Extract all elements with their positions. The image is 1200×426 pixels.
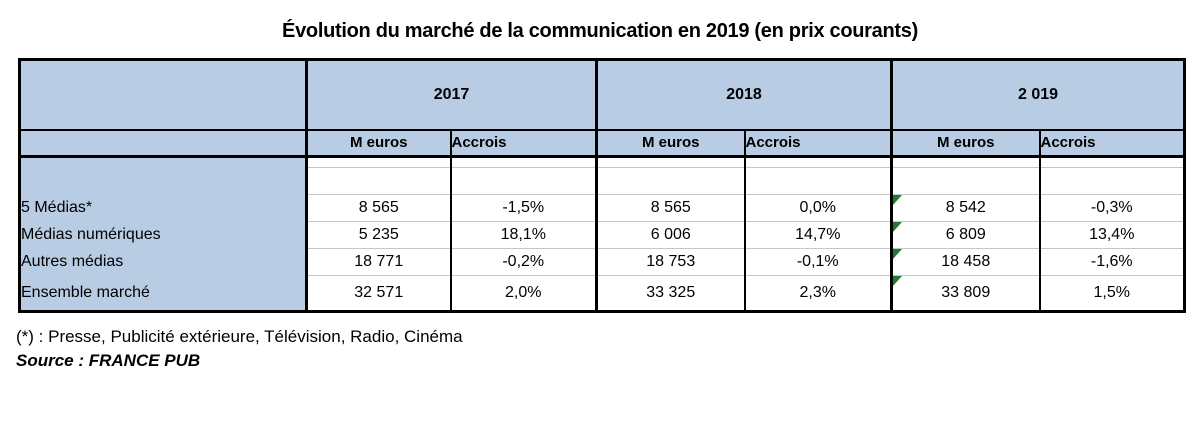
empty-row — [19, 167, 1185, 195]
market-evolution-table: 2017 2018 2 019 M euros Accrois M euros … — [18, 58, 1187, 313]
subheader-corner-cell — [19, 129, 307, 158]
value-meuros-2019: 6 809 — [890, 221, 1040, 249]
empty-cell — [305, 167, 451, 195]
value-accrois-2017: -1,5% — [449, 194, 597, 222]
empty-cell — [890, 167, 1040, 195]
value-meuros-2018: 33 325 — [595, 275, 745, 312]
row-label: Ensemble marché — [19, 275, 307, 312]
value-accrois-2018: 2,3% — [743, 275, 892, 312]
value-meuros-2019: 8 542 — [890, 194, 1040, 222]
footnote: (*) : Presse, Publicité extérieure, Télé… — [16, 327, 463, 346]
value-meuros-2017: 5 235 — [305, 221, 451, 249]
empty-row — [19, 156, 1185, 168]
value-accrois-2017: 2,0% — [449, 275, 597, 312]
table-row-5-medias: 5 Médias* 8 565 -1,5% 8 565 0,0% 8 542 -… — [19, 194, 1185, 222]
value-accrois-2019: 13,4% — [1038, 221, 1185, 249]
value-accrois-2018: 14,7% — [743, 221, 892, 249]
year-header-2017: 2017 — [305, 59, 597, 131]
value-accrois-2018: -0,1% — [743, 248, 892, 276]
subheader-meuros-2017: M euros — [305, 129, 451, 158]
value-meuros-2019: 33 809 — [890, 275, 1040, 312]
empty-cell — [305, 156, 451, 168]
subheader-accrois-2018: Accrois — [743, 129, 892, 158]
value-accrois-2019: -0,3% — [1038, 194, 1185, 222]
subheader-accrois-2019: Accrois — [1038, 129, 1185, 158]
value-meuros-2019: 18 458 — [890, 248, 1040, 276]
value-meuros-2018: 18 753 — [595, 248, 745, 276]
empty-cell — [1038, 167, 1185, 195]
empty-cell — [595, 156, 745, 168]
value-accrois-2019: -1,6% — [1038, 248, 1185, 276]
empty-cell — [743, 156, 892, 168]
subheader-meuros-2018: M euros — [595, 129, 745, 158]
empty-cell — [743, 167, 892, 195]
table-row-ensemble-marche: Ensemble marché 32 571 2,0% 33 325 2,3% … — [19, 275, 1185, 312]
green-flag-icon — [894, 222, 902, 232]
value-accrois-2017: 18,1% — [449, 221, 597, 249]
empty-cell — [1038, 156, 1185, 168]
green-flag-icon — [894, 249, 902, 259]
value-text: 6 809 — [945, 226, 986, 243]
source-credit: Source : FRANCE PUB — [16, 351, 201, 370]
row-label: 5 Médias* — [19, 194, 307, 222]
page: Évolution du marché de la communication … — [0, 20, 1200, 426]
table-row-autres-medias: Autres médias 18 771 -0,2% 18 753 -0,1% … — [19, 248, 1185, 276]
green-flag-icon — [894, 195, 902, 205]
row-label: Médias numériques — [19, 221, 307, 249]
value-text: 33 809 — [941, 284, 991, 301]
year-header-row: 2017 2018 2 019 — [19, 59, 1185, 131]
subheader-accrois-2017: Accrois — [449, 129, 597, 158]
value-meuros-2018: 6 006 — [595, 221, 745, 249]
chart-title: Évolution du marché de la communication … — [282, 20, 918, 42]
value-meuros-2017: 18 771 — [305, 248, 451, 276]
subheader-row: M euros Accrois M euros Accrois M euros … — [19, 129, 1185, 158]
empty-cell — [595, 167, 745, 195]
empty-cell — [449, 156, 597, 168]
row-label: Autres médias — [19, 248, 307, 276]
value-accrois-2017: -0,2% — [449, 248, 597, 276]
year-header-2018: 2018 — [595, 59, 892, 131]
value-accrois-2019: 1,5% — [1038, 275, 1185, 312]
green-flag-icon — [894, 276, 902, 286]
value-meuros-2017: 32 571 — [305, 275, 451, 312]
value-text: 8 542 — [945, 199, 986, 216]
row-label-empty — [19, 167, 307, 195]
year-header-2019: 2 019 — [889, 59, 1185, 131]
value-accrois-2018: 0,0% — [743, 194, 892, 222]
value-meuros-2018: 8 565 — [595, 194, 745, 222]
row-label-empty — [19, 156, 307, 168]
empty-cell — [449, 167, 597, 195]
value-meuros-2017: 8 565 — [305, 194, 451, 222]
subheader-meuros-2019: M euros — [890, 129, 1040, 158]
table-row-medias-numeriques: Médias numériques 5 235 18,1% 6 006 14,7… — [19, 221, 1185, 249]
value-text: 18 458 — [941, 253, 991, 270]
corner-cell — [19, 59, 307, 131]
empty-cell — [890, 156, 1040, 168]
